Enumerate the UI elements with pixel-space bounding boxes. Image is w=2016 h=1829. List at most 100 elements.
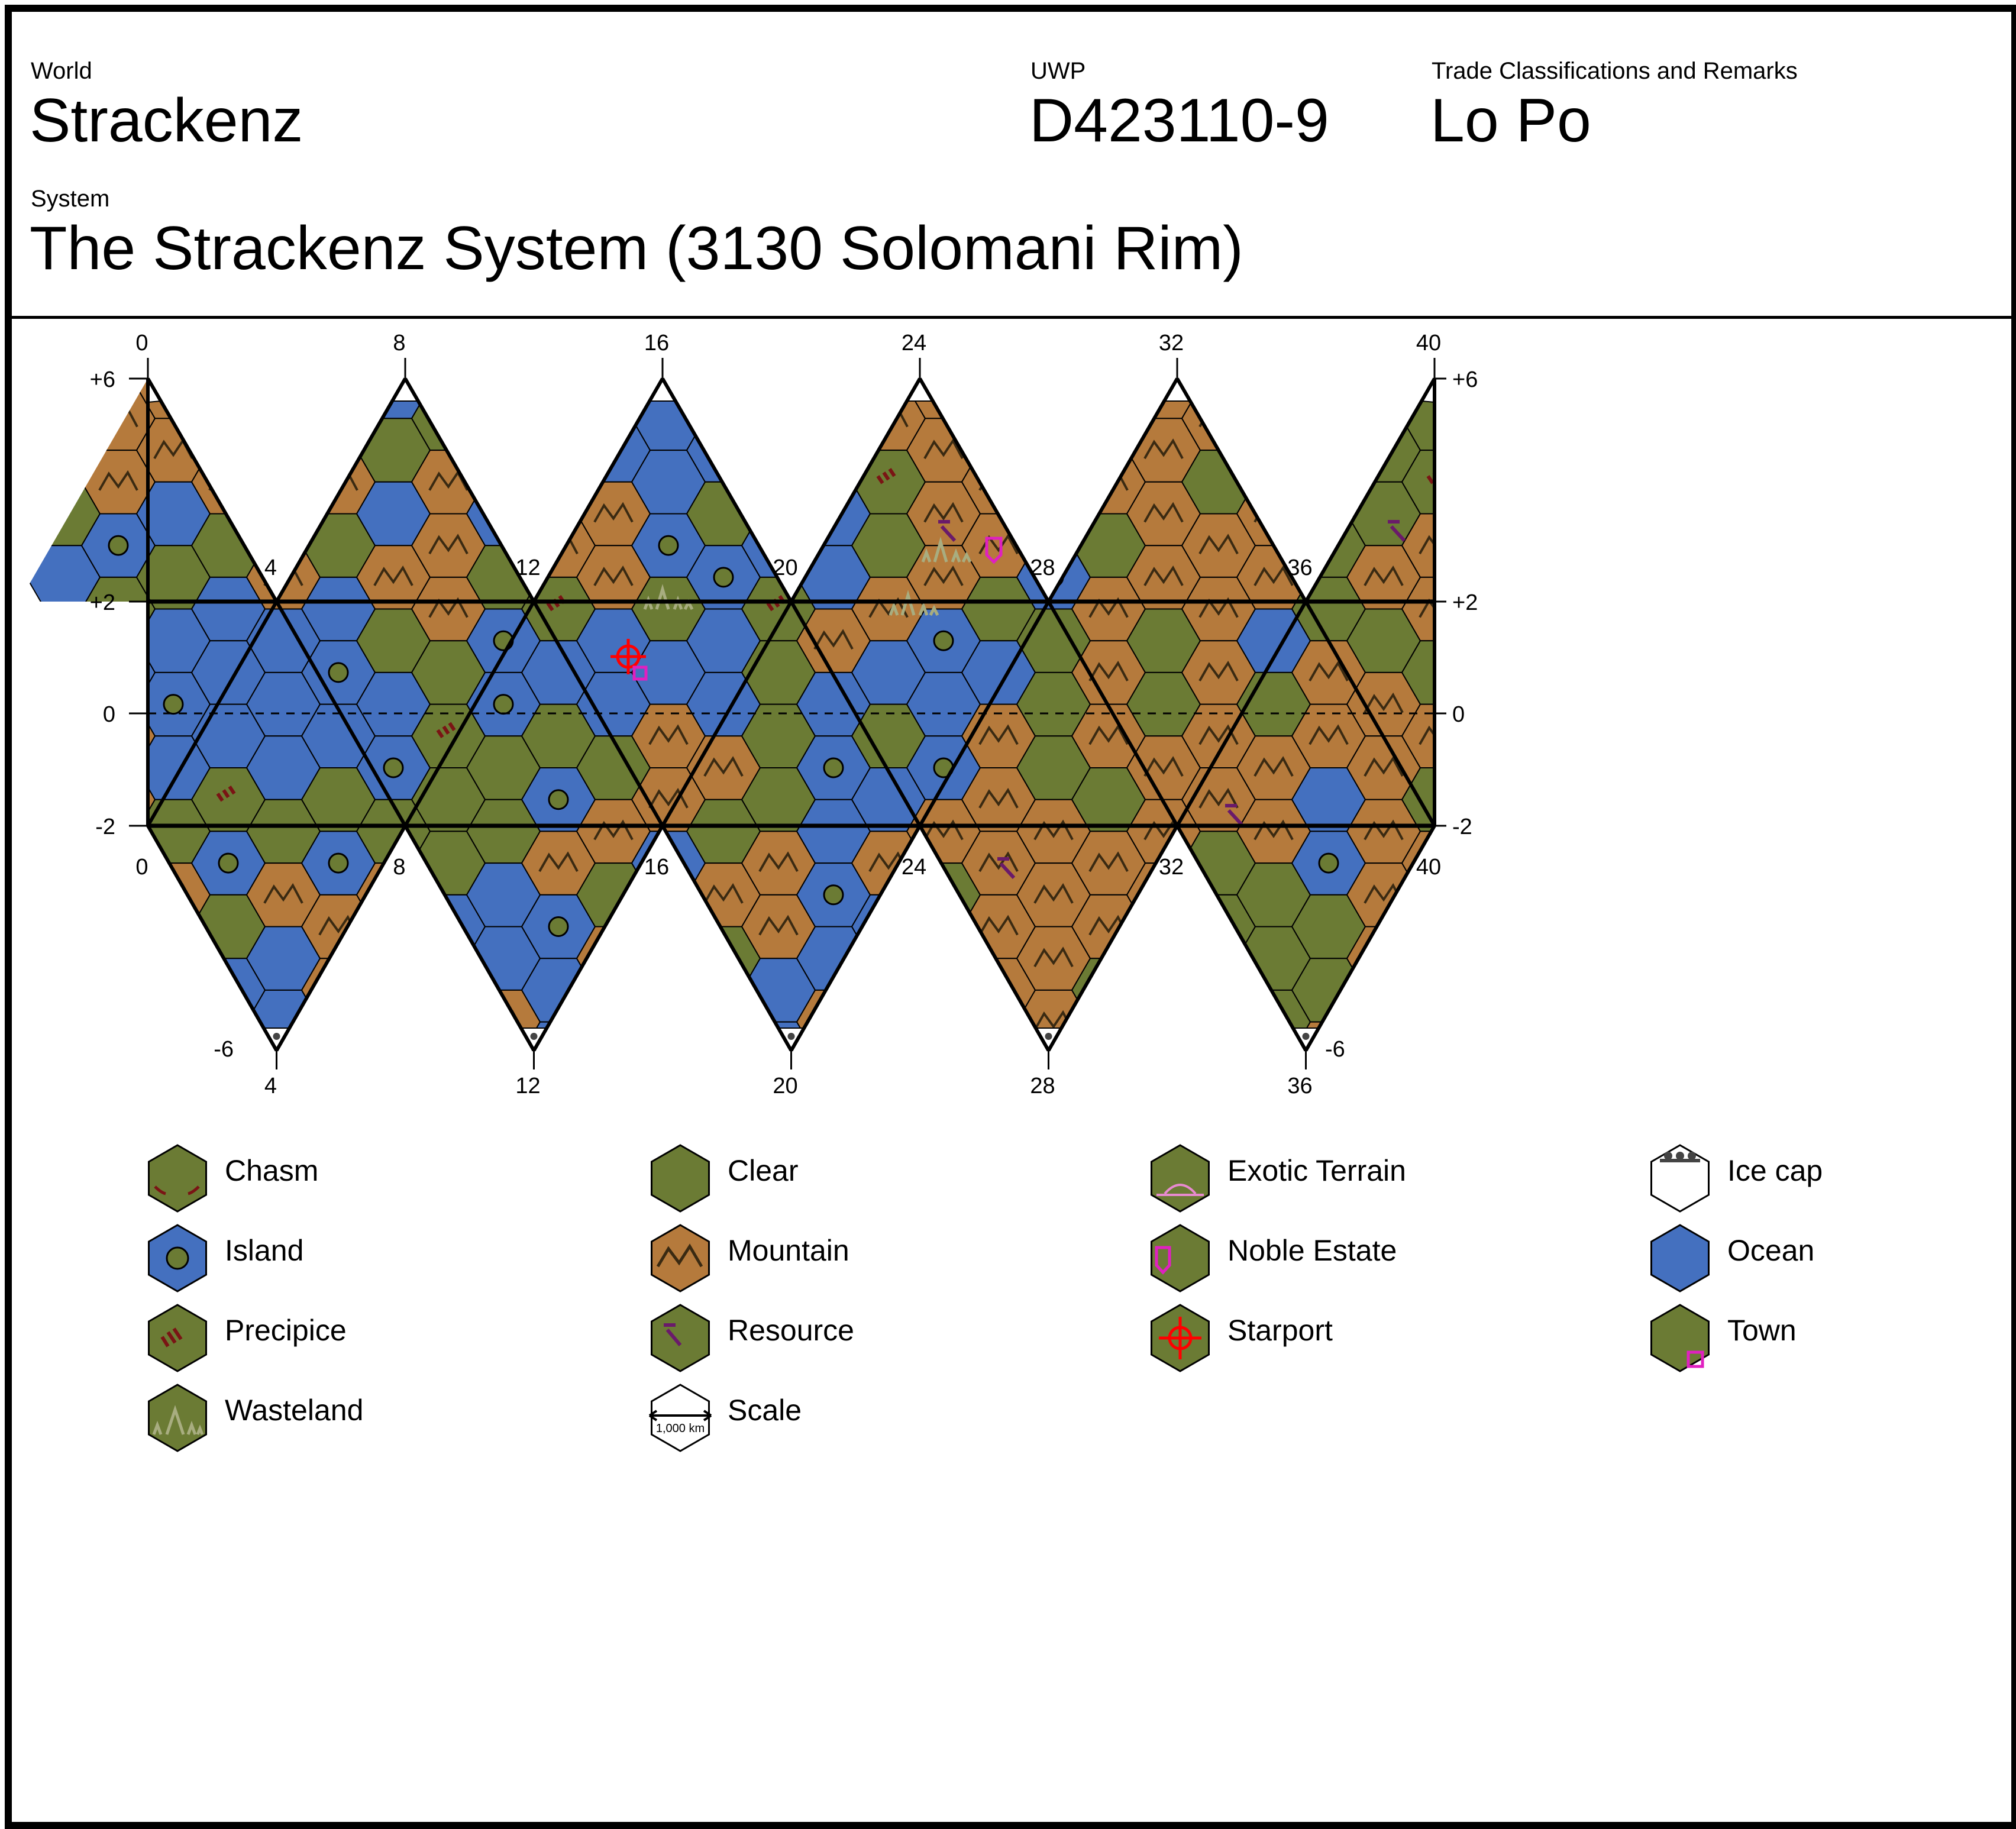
- hex-cell: [742, 319, 815, 323]
- latitude-label-right: +2: [1452, 590, 1478, 615]
- mountain-symbol: [1585, 319, 1623, 331]
- hex-cell: [1567, 990, 1640, 1054]
- mountain-symbol: [593, 565, 634, 586]
- header-divider: [5, 316, 2016, 319]
- hex-cell: [1512, 641, 1585, 704]
- island-symbol: [713, 379, 734, 398]
- mountain-symbol: [1640, 790, 1678, 808]
- top-tick-label: 8: [393, 331, 405, 356]
- hex-cell: [1401, 513, 1435, 578]
- net-edge: [1175, 377, 1308, 603]
- bottom-inner-tick-label: 32: [1159, 855, 1184, 880]
- mountain-symbol: [99, 1108, 137, 1112]
- hex-cell: [1181, 1021, 1256, 1051]
- precipice-symbol: [1483, 818, 1500, 832]
- hex-cell: [1457, 673, 1530, 736]
- mountain-symbol: [703, 756, 744, 777]
- net-edge: [403, 377, 536, 603]
- precipice-symbol: [216, 786, 236, 802]
- mountain-symbol: [1088, 406, 1129, 428]
- town-symbol: [632, 665, 648, 681]
- top-tick-label: 16: [644, 331, 669, 356]
- latitude-label-south-left: -6: [214, 1037, 234, 1062]
- inner-top-tick-label: 36: [1287, 555, 1312, 580]
- mountain-symbol: [703, 883, 744, 904]
- mountain-symbol: [1420, 1108, 1458, 1112]
- hex-cell: [1457, 418, 1530, 482]
- triangle-outlines: [146, 377, 1436, 1052]
- island-symbol: [493, 694, 514, 715]
- hex-cell: [1457, 1054, 1530, 1112]
- mountain-symbol: [1585, 758, 1623, 776]
- hex-cell: [1291, 386, 1366, 451]
- mountain-symbol: [1695, 1013, 1733, 1030]
- hex-cell: [1567, 673, 1640, 736]
- hex-cell: [1567, 927, 1640, 990]
- bottom-inner-tick-label: 0: [135, 855, 148, 880]
- net-edge: [403, 600, 536, 827]
- island-symbol: [1263, 379, 1284, 398]
- mountain-symbol: [1253, 756, 1294, 777]
- hex-cell: [1512, 450, 1585, 513]
- hex-cell: [631, 958, 706, 1023]
- latitude-label-south-right: -6: [1325, 1037, 1345, 1062]
- hex-cell: [1016, 379, 1091, 419]
- mountain-symbol: [978, 851, 1019, 873]
- hex-cell: [1512, 895, 1585, 958]
- island-symbol: [989, 345, 1008, 364]
- mountain-symbol: [98, 787, 138, 809]
- mountain-symbol: [153, 1010, 193, 1031]
- hex-cell: [466, 379, 541, 419]
- inner-top-tick-label: 28: [1030, 555, 1055, 580]
- hex-cell: [1567, 482, 1640, 545]
- bottom-tick-label: 28: [1030, 1074, 1055, 1098]
- mountain-symbol: [1364, 692, 1404, 713]
- world-label: World: [31, 58, 92, 84]
- island-symbol: [1318, 852, 1339, 874]
- mountain-symbol: [813, 1010, 854, 1031]
- hex-cell: [1622, 831, 1695, 894]
- mountain-symbol: [373, 883, 413, 904]
- mountain-symbol: [1585, 695, 1623, 713]
- hex-cell: [135, 989, 211, 1051]
- hex-cell: [1622, 1085, 1695, 1112]
- hex-cell: [1677, 609, 1750, 673]
- precipice-symbol: [876, 468, 896, 484]
- hex-cell: [907, 1054, 980, 1112]
- hex-cell: [1401, 767, 1435, 832]
- hex-cell: [1072, 1085, 1145, 1112]
- mountain-symbol: [925, 319, 962, 331]
- resource-symbol: [938, 520, 957, 542]
- mountain-symbol: [868, 597, 909, 618]
- hex-cell: [1457, 482, 1530, 545]
- island-symbol: [218, 852, 239, 874]
- mountain-symbol: [1640, 473, 1678, 490]
- hex-cell: [1457, 927, 1530, 990]
- mountain-symbol: [1640, 600, 1678, 618]
- system-name: The Strackenz System (3130 Solomani Rim): [30, 214, 1243, 283]
- mountain-symbol: [1640, 917, 1678, 935]
- bottom-inner-tick-label: 40: [1416, 855, 1441, 880]
- mountain-symbol: [318, 978, 358, 999]
- mountain-symbol: [1530, 981, 1568, 998]
- island-symbol: [438, 916, 459, 937]
- hex-cell: [521, 450, 596, 515]
- mountain-symbol: [1198, 787, 1239, 809]
- bottom-tick-label: 4: [264, 1074, 277, 1098]
- mountain-symbol: [1200, 345, 1238, 363]
- mountain-symbol: [1143, 565, 1184, 586]
- hex-cell: [1567, 1054, 1640, 1112]
- net-edge: [661, 825, 793, 1052]
- hex-cell: [357, 1054, 430, 1112]
- mountain-symbol: [595, 319, 632, 331]
- hex-cell: [1127, 1054, 1200, 1112]
- mountain-symbol: [1640, 726, 1678, 744]
- hex-cell: [1677, 418, 1750, 482]
- hex-cell: [521, 386, 596, 451]
- wasteland-symbol: [889, 590, 939, 616]
- net-edge: [661, 377, 793, 603]
- hex-cell: [466, 418, 541, 483]
- ice-cap-dot: [530, 1033, 538, 1040]
- resource-symbol: [1388, 520, 1406, 542]
- hex-cell: [82, 1085, 155, 1112]
